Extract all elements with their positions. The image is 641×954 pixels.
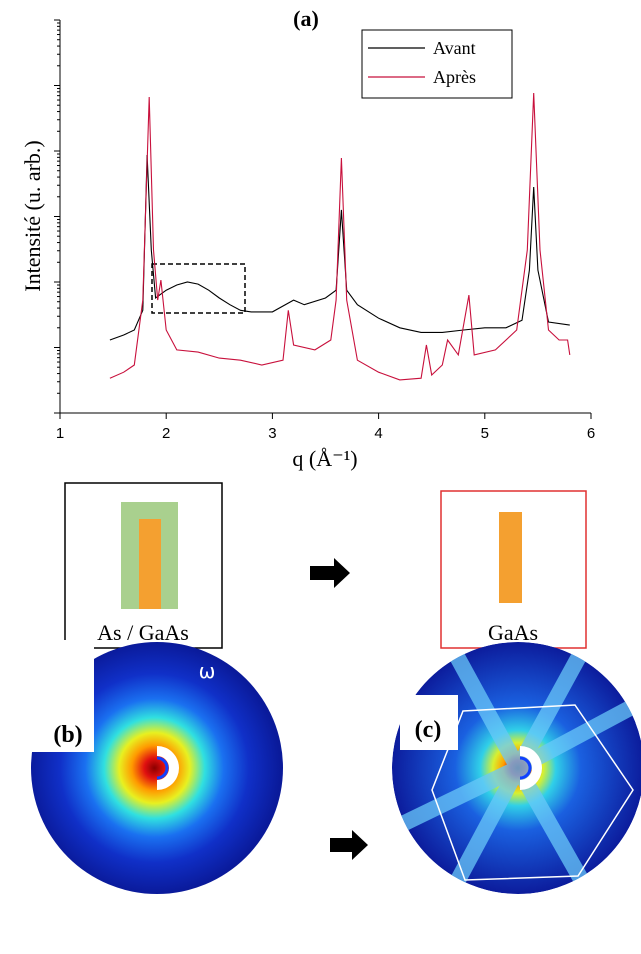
title-bg	[280, 6, 332, 32]
legend	[361, 29, 513, 99]
x-axis-label: q (Å⁻¹)	[292, 446, 357, 471]
x-tick-label: 5	[481, 425, 489, 442]
series-line	[109, 92, 571, 381]
ring	[519, 756, 532, 780]
right-label: GaAs	[488, 620, 538, 645]
legend-label: Après	[433, 67, 476, 87]
beamstop	[157, 746, 179, 790]
highlight-box	[151, 263, 246, 314]
y-axis-label: Intensité (u. arb.)	[20, 140, 45, 292]
x-tick-label: 1	[56, 425, 64, 442]
x-tick-label: 3	[268, 425, 276, 442]
diffraction-c: (c)	[392, 642, 641, 894]
label-bg	[28, 640, 94, 752]
left-label: As / GaAs	[97, 620, 189, 645]
diagram: As / GaAs GaAs	[64, 482, 587, 649]
streaks	[392, 642, 641, 894]
x-tick-label: 4	[374, 425, 382, 442]
x-tick-label: 2	[162, 425, 170, 442]
arrow	[310, 558, 350, 588]
gaas-core	[139, 519, 161, 609]
beamstop	[520, 746, 542, 790]
series-line	[109, 154, 570, 341]
x-tick-label: 6	[587, 425, 595, 442]
omega-label: ω	[199, 659, 216, 683]
chart-title: (a)	[293, 6, 319, 31]
ring	[156, 756, 169, 780]
arrow	[330, 830, 368, 860]
hexagon	[431, 704, 634, 881]
legend-label: Avant	[433, 38, 476, 58]
c-label: (c)	[415, 717, 442, 743]
gaas-core	[499, 512, 522, 603]
diffraction-b: (b) ω	[28, 640, 283, 894]
label-bg	[400, 695, 458, 750]
chart: (a) Intensité (u. arb.) q (Å⁻¹) 1 2 3 4 5 6 Av…	[20, 6, 595, 471]
b-label: (b)	[53, 722, 82, 748]
